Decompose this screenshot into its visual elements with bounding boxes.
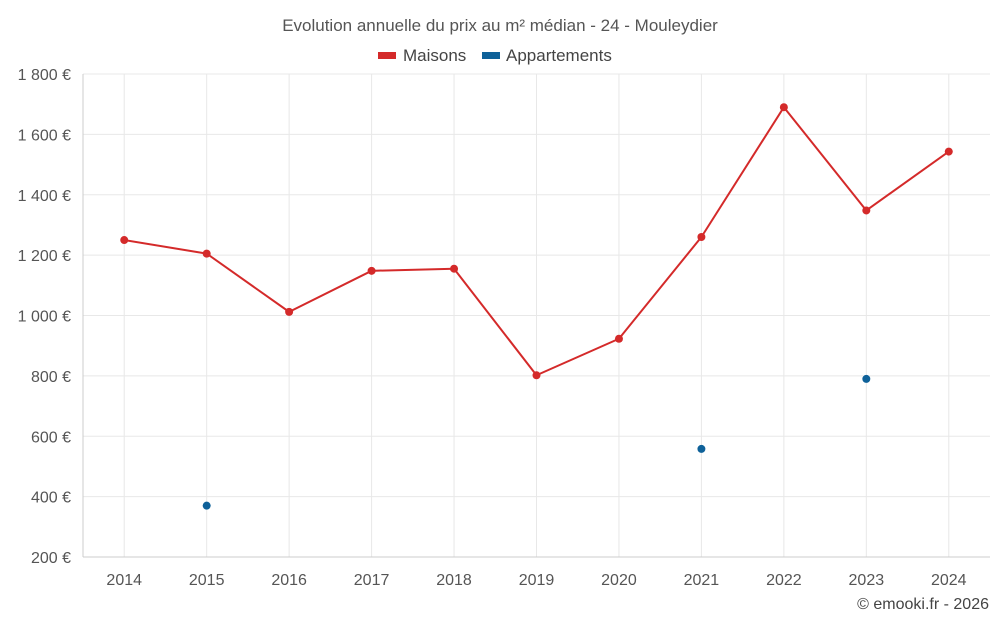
x-tick-label: 2019	[519, 572, 555, 589]
y-tick-label: 400 €	[31, 490, 71, 507]
legend-label-appartements: Appartements	[506, 46, 612, 65]
data-point-maisons[interactable]	[285, 307, 294, 316]
x-tick-label: 2017	[354, 572, 390, 589]
axes: 200 € 400 € 600 € 800 € 1 000 € 1 200 € 1 400 …	[18, 67, 990, 589]
legend-swatch-appartements	[482, 52, 500, 59]
legend-item-maisons[interactable]: Maisons	[378, 46, 466, 65]
y-tick-label: 200 €	[31, 550, 71, 567]
data-point-maisons[interactable]	[614, 334, 623, 343]
data-point-maisons[interactable]	[862, 206, 871, 215]
series	[120, 103, 953, 510]
data-point-maisons[interactable]	[944, 147, 953, 156]
x-tick-label: 2018	[436, 572, 472, 589]
y-tick-label: 600 €	[31, 429, 71, 446]
chart-title: Evolution annuelle du prix au m² médian …	[282, 16, 718, 35]
data-point-maisons[interactable]	[120, 236, 129, 245]
x-tick-label: 2024	[931, 572, 967, 589]
y-tick-label: 1 000 €	[18, 309, 71, 326]
x-tick-label: 2021	[684, 572, 720, 589]
data-point-maisons[interactable]	[532, 371, 541, 380]
legend: Maisons Appartements	[378, 46, 612, 65]
x-tick-label: 2022	[766, 572, 802, 589]
y-tick-label: 1 200 €	[18, 248, 71, 265]
y-tick-label: 800 €	[31, 369, 71, 386]
data-point-appartements[interactable]	[202, 501, 211, 510]
data-point-maisons[interactable]	[450, 264, 459, 273]
x-tick-label: 2015	[189, 572, 225, 589]
data-point-maisons[interactable]	[367, 266, 376, 275]
data-point-maisons[interactable]	[779, 103, 788, 112]
x-tick-label: 2020	[601, 572, 637, 589]
y-tick-label: 1 800 €	[18, 67, 71, 84]
data-point-appartements[interactable]	[697, 444, 706, 453]
y-tick-label: 1 600 €	[18, 127, 71, 144]
y-tick-label: 1 400 €	[18, 188, 71, 205]
credit-text: © emooki.fr - 2026	[857, 596, 989, 613]
data-point-maisons[interactable]	[202, 249, 211, 258]
legend-swatch-maisons	[378, 52, 396, 59]
grid	[83, 73, 990, 557]
x-tick-label: 2016	[271, 572, 307, 589]
x-tick-label: 2023	[849, 572, 885, 589]
data-point-maisons[interactable]	[697, 233, 706, 242]
data-point-appartements[interactable]	[862, 374, 871, 383]
legend-item-appartements[interactable]: Appartements	[482, 46, 612, 65]
x-tick-label: 2014	[106, 572, 142, 589]
legend-label-maisons: Maisons	[403, 46, 466, 65]
